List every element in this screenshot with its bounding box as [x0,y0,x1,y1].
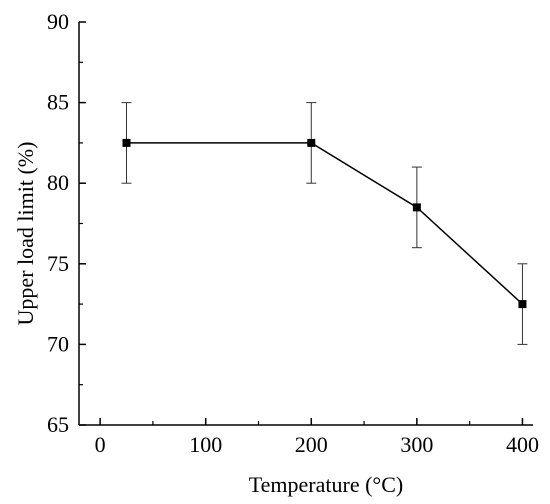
data-point [122,138,131,147]
y-ticks: 65 70 75 80 85 90 [47,9,86,437]
data-point [412,203,421,212]
data-point [307,138,316,147]
x-axis-title: Temperature (°C) [249,472,403,497]
series-line [126,142,523,305]
data-point [518,300,527,309]
y-tick-label: 75 [47,251,69,276]
y-axis-title: Upper load limit (%) [13,142,38,326]
y-tick-label: 80 [47,170,69,195]
x-tick-label: 200 [295,432,328,457]
y-tick-label: 90 [47,9,69,34]
x-tick-label: 300 [400,432,433,457]
x-tick-label: 400 [506,432,539,457]
y-tick-label: 65 [47,412,69,437]
x-tick-label: 100 [189,432,222,457]
axes [78,22,533,426]
series-layer [121,102,528,345]
y-tick-label: 70 [47,331,69,356]
x-tick-label: 0 [95,432,106,457]
x-ticks: 0 100 200 300 400 [95,418,539,457]
y-tick-label: 85 [47,90,69,115]
